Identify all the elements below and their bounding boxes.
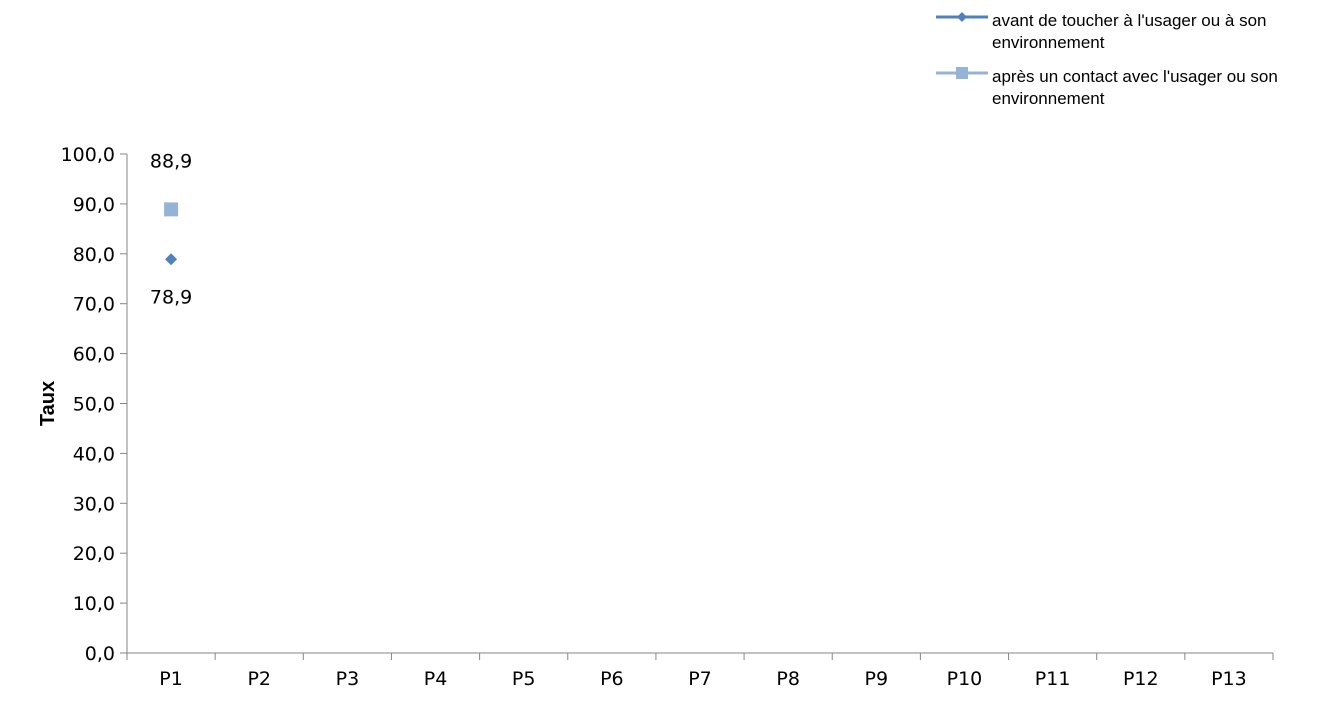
y-tick-label: 0,0	[85, 643, 115, 665]
legend-item-avant: avant de toucher à l'usager ou à son env…	[934, 10, 1314, 54]
x-tick-label: P5	[512, 668, 536, 690]
square-marker-icon	[936, 67, 988, 79]
y-tick-label: 90,0	[73, 194, 115, 216]
x-tick-label: P2	[247, 668, 271, 690]
y-tick-label: 10,0	[73, 593, 115, 615]
y-tick-label: 70,0	[73, 294, 115, 316]
legend-item-apres: après un contact avec l'usager ou son en…	[934, 66, 1314, 110]
y-tick-label: 80,0	[73, 244, 115, 266]
x-tick-label: P13	[1211, 668, 1247, 690]
series-layer: 78,9 88,9	[150, 150, 192, 308]
y-axis: 0,0 10,0 20,0 30,0 40,0 50,0 60,0 70,0 80,0 90,0 1…	[61, 144, 128, 665]
y-tick-label: 40,0	[73, 443, 115, 465]
x-tick-label: P10	[947, 668, 983, 690]
x-tick-label: P3	[336, 668, 360, 690]
y-tick-label: 60,0	[73, 344, 115, 366]
x-tick-label: P8	[776, 668, 800, 690]
data-point-diamond	[165, 253, 178, 266]
x-axis: P1 P2 P3 P4 P5 P6 P7 P8 P9 P10 P11 P12 P13	[126, 652, 1274, 690]
diamond-marker-icon	[936, 12, 988, 22]
data-label: 78,9	[150, 286, 192, 308]
data-label: 88,9	[150, 150, 192, 172]
x-tick-label: P11	[1035, 668, 1071, 690]
x-tick-label: P6	[600, 668, 624, 690]
y-tick-label: 20,0	[73, 543, 115, 565]
x-tick-label: P4	[424, 668, 448, 690]
x-tick-label: P12	[1123, 668, 1159, 690]
x-tick-label: P1	[159, 668, 183, 690]
y-axis-title: Taux	[37, 381, 59, 426]
y-tick-label: 30,0	[73, 493, 115, 515]
legend: avant de toucher à l'usager ou à son env…	[934, 10, 1314, 122]
y-tick-label: 100,0	[61, 144, 115, 166]
y-tick-label: 50,0	[73, 394, 115, 416]
x-tick-label: P7	[688, 668, 712, 690]
legend-label: avant de toucher à l'usager ou à son env…	[992, 11, 1267, 52]
x-tick-label: P9	[865, 668, 889, 690]
legend-label: après un contact avec l'usager ou son en…	[992, 67, 1278, 108]
data-point-square	[164, 202, 179, 217]
